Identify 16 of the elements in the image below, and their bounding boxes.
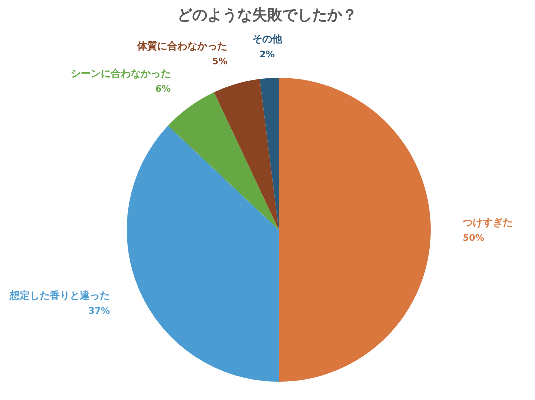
data-label: 50%: [463, 234, 485, 244]
data-label: 37%: [88, 307, 110, 318]
slice-label: 体質に合わなかった: [136, 40, 228, 52]
data-label: 2%: [260, 50, 276, 60]
pie-slice: [214, 79, 279, 230]
pie-slice: [168, 92, 279, 230]
slice-label: その他: [252, 33, 284, 46]
chart-title: どのような失敗でしたか？: [178, 6, 358, 24]
data-label: 6%: [156, 85, 171, 96]
slice-label: シーンに合わなかった: [70, 68, 171, 80]
slice-label: つけすぎた: [462, 218, 513, 229]
pie-slice: [127, 126, 279, 382]
slice-label: 想定した香りと違った: [9, 290, 110, 302]
pie-slice: [260, 78, 279, 230]
pie-slice: [279, 78, 431, 382]
data-label: 5%: [212, 57, 228, 68]
